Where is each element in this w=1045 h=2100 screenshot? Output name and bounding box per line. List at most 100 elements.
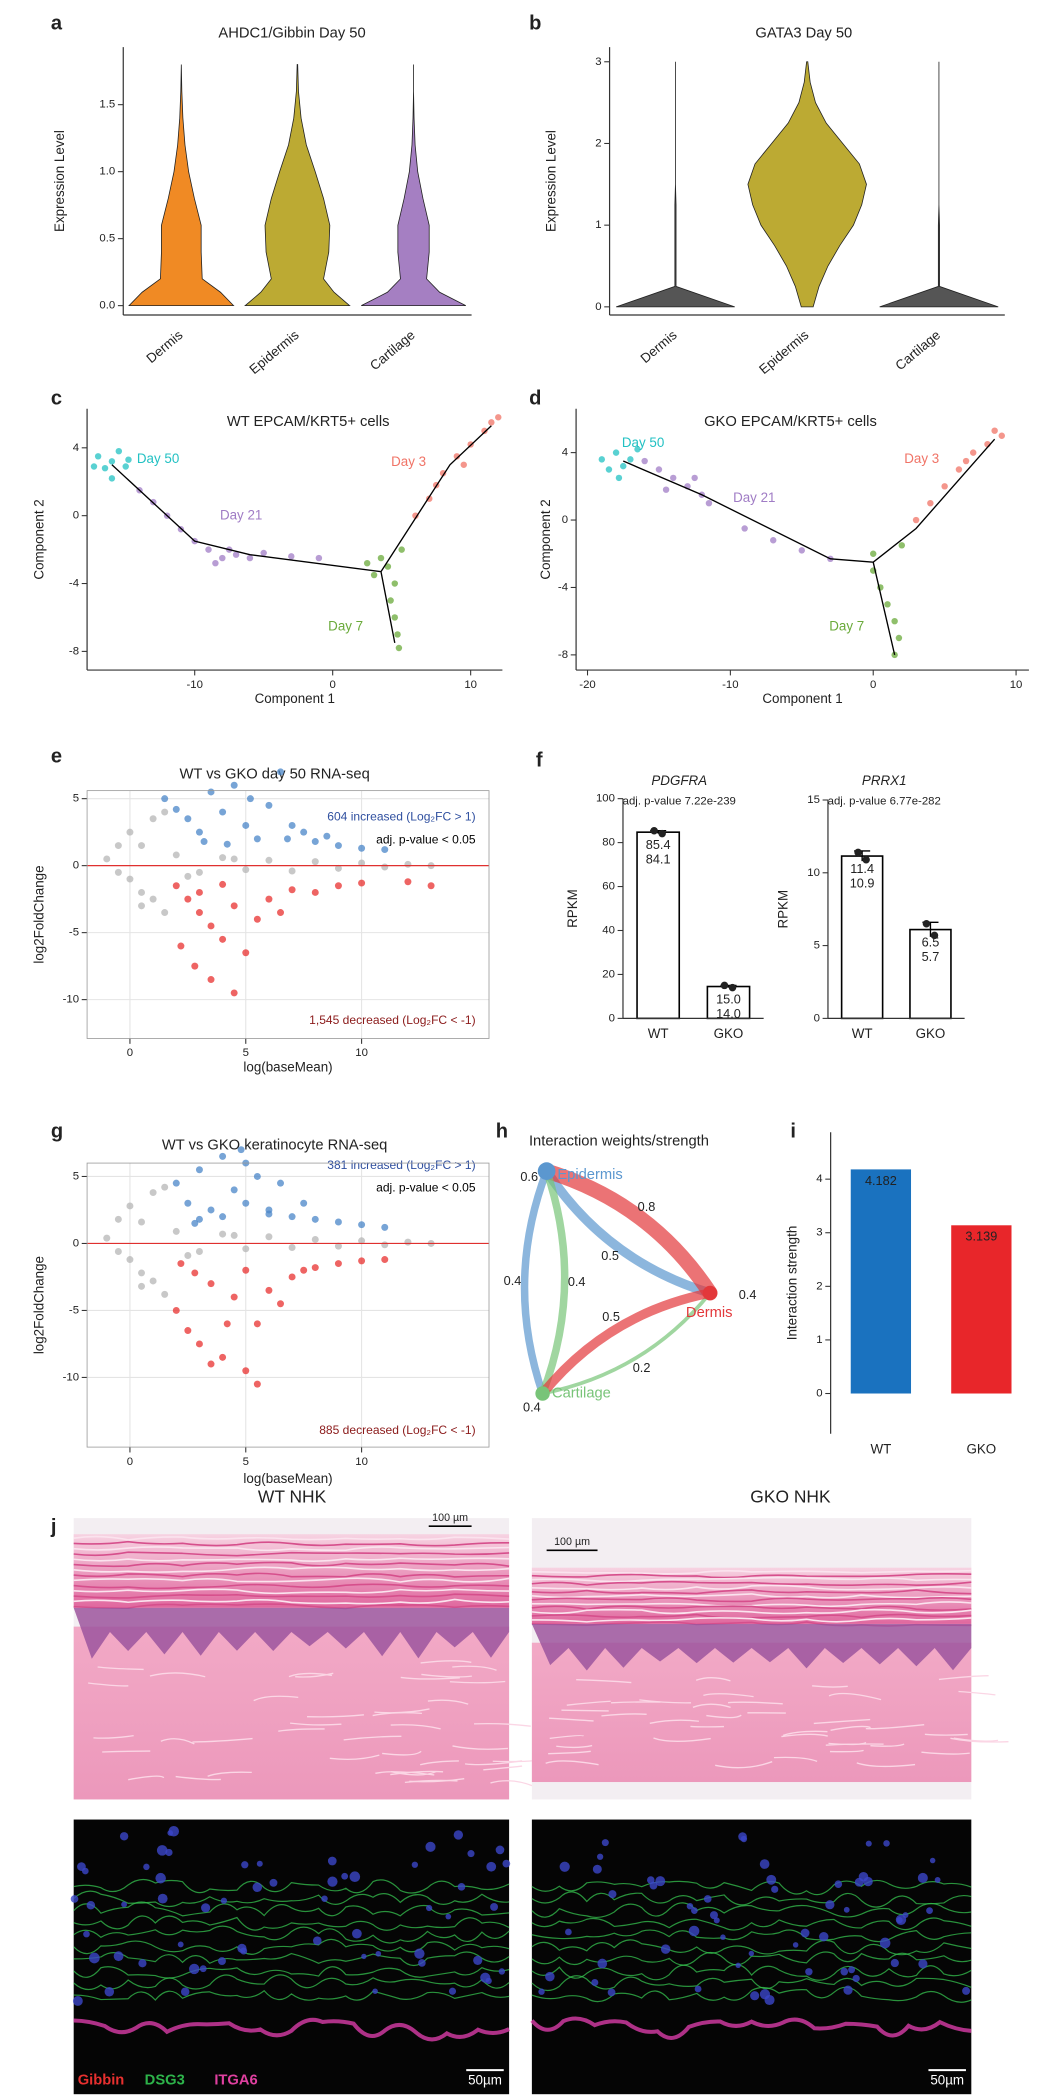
- nucleus: [372, 1988, 378, 1994]
- nucleus: [486, 1861, 497, 1872]
- y-tick-label: 1.5: [99, 99, 115, 111]
- point: [912, 516, 920, 524]
- y-axis-label: RPKM: [775, 890, 790, 929]
- nucleus: [473, 1955, 483, 1965]
- y-tick-label: -4: [69, 578, 79, 590]
- collagen: [483, 1765, 523, 1771]
- nucleus: [155, 1872, 166, 1884]
- point: [615, 474, 623, 482]
- point: [207, 1280, 215, 1288]
- point: [161, 1183, 169, 1191]
- y-axis-label: RPKM: [565, 889, 580, 928]
- fiber: [73, 1546, 510, 1552]
- fiber: [73, 1588, 510, 1595]
- point: [358, 1257, 366, 1265]
- point: [427, 882, 435, 890]
- y-tick-label: 0: [562, 514, 568, 526]
- panel-letter: d: [529, 388, 541, 410]
- annotation: 381 increased (Log₂FC > 1): [327, 1158, 475, 1172]
- point: [705, 499, 713, 507]
- replicate-dot: [862, 855, 870, 864]
- y-tick-label: 4: [816, 1173, 822, 1185]
- point: [300, 1266, 308, 1274]
- edge-label: 0.8: [638, 1199, 656, 1214]
- nucleus: [890, 1958, 899, 1968]
- itga6-signal: [73, 2017, 510, 2042]
- collagen: [390, 1724, 441, 1730]
- point: [195, 909, 203, 917]
- nucleus: [800, 1928, 810, 1938]
- point: [300, 1199, 308, 1207]
- fiber: [73, 1561, 510, 1568]
- point: [288, 553, 295, 560]
- replicate-label: 5.7: [922, 949, 940, 964]
- series-label: Day 50: [137, 451, 179, 466]
- y-axis-label: Component 2: [538, 499, 553, 579]
- y-tick-label: 2: [816, 1280, 822, 1292]
- point: [962, 457, 970, 465]
- collagen: [545, 1760, 599, 1766]
- point: [94, 453, 102, 460]
- nucleus: [559, 1861, 570, 1872]
- point: [223, 840, 231, 848]
- dsg3-signal: [73, 1878, 510, 1894]
- point: [90, 463, 98, 470]
- violin: [879, 61, 999, 308]
- nucleus: [819, 1931, 829, 1942]
- nucleus: [375, 1950, 382, 1957]
- fiber: [73, 1540, 510, 1547]
- dsg3-signal: [531, 1929, 972, 1943]
- point: [184, 815, 192, 823]
- nucleus: [688, 1925, 700, 1937]
- point: [126, 828, 134, 836]
- violin: [128, 64, 235, 307]
- fiber: [73, 1577, 510, 1583]
- edge: [537, 1288, 715, 1399]
- collagen: [856, 1762, 916, 1768]
- point: [122, 463, 129, 470]
- y-tick-label: 60: [602, 881, 615, 893]
- fiber: [73, 1535, 510, 1541]
- nucleus: [490, 1902, 499, 1911]
- point: [453, 453, 461, 460]
- nucleus: [119, 1832, 129, 1841]
- nucleus: [189, 1963, 200, 1975]
- point: [358, 844, 366, 852]
- value-label: 4.182: [865, 1173, 897, 1188]
- x-tick-label: 10: [1010, 679, 1023, 691]
- nucleus: [854, 1877, 864, 1887]
- fiber: [73, 1598, 510, 1605]
- nucleus: [502, 1859, 511, 1868]
- collagen: [865, 1724, 925, 1730]
- point: [891, 617, 898, 625]
- point: [283, 835, 291, 843]
- point: [103, 855, 111, 863]
- point: [315, 554, 323, 562]
- point: [955, 466, 963, 473]
- y-tick-label: -5: [69, 927, 79, 939]
- replicate-dot: [650, 826, 658, 835]
- point: [358, 879, 366, 887]
- nucleus: [735, 1962, 741, 1969]
- series-label: Day 21: [733, 490, 775, 505]
- point: [114, 1215, 122, 1223]
- y-tick-label: 0.5: [99, 233, 115, 245]
- y-tick-label: -8: [558, 649, 568, 661]
- replicate-dot: [922, 920, 931, 928]
- trajectory: [111, 425, 492, 644]
- nucleus: [467, 1850, 475, 1858]
- x-tick-label: 0: [127, 1047, 133, 1059]
- nucleus: [199, 1965, 207, 1973]
- y-tick-label: 4: [73, 442, 79, 454]
- collagen: [382, 1750, 422, 1756]
- nucleus: [83, 1930, 90, 1938]
- edge: [540, 1291, 712, 1396]
- point: [927, 499, 934, 507]
- y-tick-label: -10: [63, 994, 79, 1006]
- plot-background: [87, 1163, 490, 1448]
- collagen: [601, 1713, 647, 1717]
- nucleus: [926, 1907, 933, 1915]
- point: [311, 858, 319, 866]
- point: [460, 461, 467, 468]
- point: [260, 549, 267, 557]
